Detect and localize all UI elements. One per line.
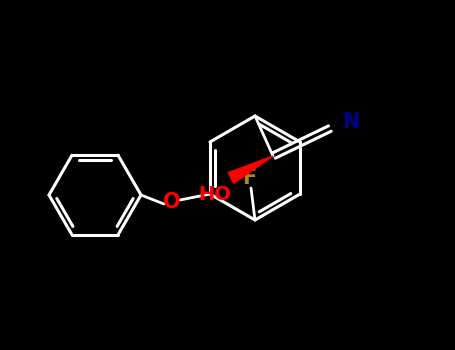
Polygon shape — [228, 156, 273, 183]
Text: O: O — [163, 192, 181, 212]
Text: N: N — [342, 112, 360, 132]
Text: F: F — [242, 168, 256, 188]
Text: HO: HO — [198, 184, 232, 203]
